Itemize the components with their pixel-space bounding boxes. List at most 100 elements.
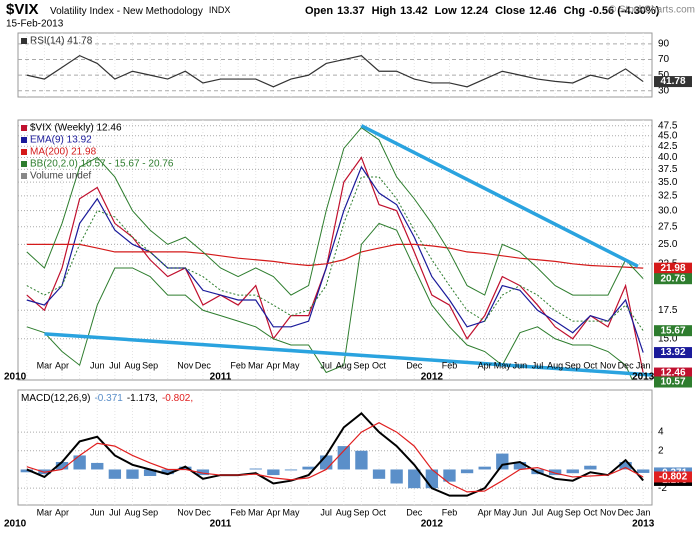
legend-entry: $VIX (Weekly) 12.46 [30,123,122,134]
histogram-bar [179,466,192,470]
last-value-label: 12.46 [660,368,685,379]
credit: © StockCharts.com [609,5,695,16]
band-line [26,127,644,296]
histogram-bar [355,450,368,470]
year-label: 2012 [421,372,444,383]
x-tick-label: Apr [266,360,280,370]
histogram-bar [267,469,280,476]
quote-label: Low [435,5,457,17]
histogram-bar [108,469,122,479]
series-line [26,412,644,497]
histogram-bar [390,469,403,484]
x-tick-label: Mar [37,507,53,517]
y-tick-label: 42.5 [658,141,678,152]
x-tick-label: Jun [90,360,105,370]
last-value-box [654,347,692,359]
quote-value: 13.42 [400,5,428,17]
x-tick-label: Mar [37,360,53,370]
x-tick-label: May [282,507,300,517]
year-label: 2010 [4,372,27,383]
histogram-bar [408,469,421,489]
histogram-bar [126,469,139,479]
x-tick-label: Sep [353,360,369,370]
histogram-bar [196,469,210,476]
last-value-box [654,325,692,337]
x-tick-label: Aug [124,360,140,370]
x-tick-label: Sep [565,507,581,517]
panel-frame [17,119,653,381]
last-value-box [654,273,692,285]
histogram-bar [566,469,579,474]
histogram-bar [548,469,562,476]
legend-value: -0.802, [162,393,193,404]
x-tick-label: Jun [90,507,105,517]
y-tick-label: 17.5 [658,305,678,316]
x-tick-label: May [494,360,512,370]
y-tick-label: 30.0 [658,205,678,216]
histogram-bar [513,461,527,470]
histogram-bar [73,455,86,470]
x-tick-label: Mar [248,507,264,517]
x-tick-label: May [494,507,512,517]
x-tick-label: Oct [372,360,387,370]
last-value-box [654,376,692,388]
year-label: 2013 [632,372,655,383]
legend-entry: EMA(9) 13.92 [30,135,92,146]
last-value-label: 21.98 [660,263,685,274]
histogram-bar [284,469,298,471]
x-tick-label: Oct [372,507,387,517]
histogram-bar [337,446,350,470]
quote-label: Close [495,5,525,17]
legend-value: -0.371 [94,393,123,404]
histogram-bar [443,469,456,482]
x-tick-label: Feb [230,507,246,517]
histogram-bar [20,469,33,473]
x-tick-label: Jun [513,507,528,517]
last-value-box [654,367,692,379]
quote-value: 13.37 [337,5,365,17]
x-tick-label: Jan [636,360,651,370]
x-tick-label: Feb [442,507,458,517]
legend-value: -1.173, [127,393,158,404]
panel-title: MACD(12,26,9) [21,393,90,404]
y-tick-label: 27.5 [658,221,678,232]
x-tick-label: Nov [600,360,617,370]
histogram-bar [249,468,262,470]
year-label: 2011 [210,519,232,530]
x-tick-label: Apr [55,360,69,370]
x-tick-label: Sep [142,507,158,517]
histogram-bar [161,469,174,475]
legend-entry: Volume undef [30,171,91,182]
last-value-label: 41.78 [660,76,685,87]
panel-frame [17,389,653,506]
x-tick-label: Nov [177,507,194,517]
y-tick-label: 2 [658,445,664,456]
x-tick-label: Jul [532,507,544,517]
legend-swatch [21,161,27,167]
x-tick-label: Apr [266,507,280,517]
legend-entry: BB(20,2.0) 10.57 - 15.67 - 20.76 [30,159,174,170]
last-value-label: 15.67 [660,325,685,336]
instrument-name: Volatility Index - New Methodology [50,6,203,17]
last-value-box [654,471,692,483]
quote-label: High [372,5,397,17]
quote-value: -0.56 (-4.30%) [589,5,660,17]
trendline [360,124,639,268]
x-tick-label: Dec [406,360,423,370]
panel: 4 2 -2 MACD(12,26,9) -0.371 -1.173, -0.802, -0.… [4,389,692,530]
histogram-bar [302,466,315,470]
histogram-bar [584,465,597,470]
x-tick-label: Jul [320,360,332,370]
y-tick-label: 4 [658,427,664,438]
x-tick-label: Mar [248,360,264,370]
plot-area [26,54,644,88]
y-tick-label: 47.5 [658,120,678,131]
legend-swatch [21,125,27,131]
quote-value: 12.24 [461,5,489,17]
x-tick-label: Feb [442,360,458,370]
x-tick-label: Feb [230,360,246,370]
band-line [26,222,633,380]
plot-area [26,124,652,380]
x-tick-label: Jul [109,507,121,517]
y-tick-label: 25.0 [658,239,678,250]
